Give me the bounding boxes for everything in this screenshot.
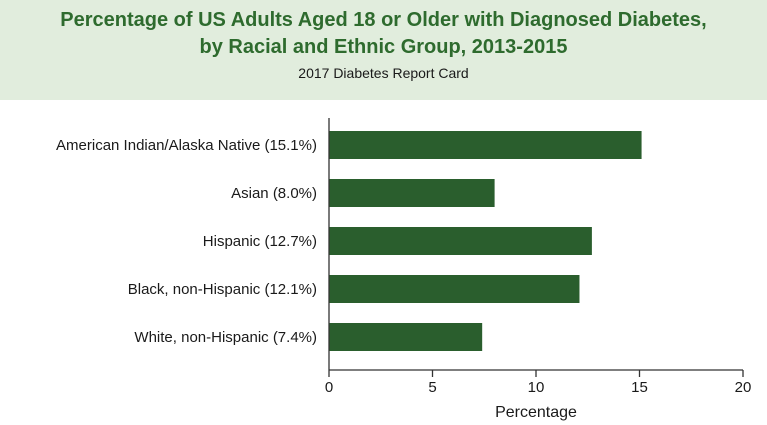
bar: [329, 131, 642, 159]
category-label: White, non-Hispanic (7.4%): [134, 329, 317, 346]
x-tick-label: 0: [325, 379, 333, 396]
bar: [329, 275, 580, 303]
category-label: Asian (8.0%): [231, 185, 317, 202]
chart-title-line-1: Percentage of US Adults Aged 18 or Older…: [60, 9, 707, 31]
bar: [329, 227, 592, 255]
x-axis-title: Percentage: [495, 404, 577, 421]
x-tick-label: 20: [735, 379, 752, 396]
category-label: Hispanic (12.7%): [203, 233, 317, 250]
category-label: Black, non-Hispanic (12.1%): [128, 281, 317, 298]
x-tick-label: 5: [428, 379, 436, 396]
chart-header: Percentage of US Adults Aged 18 or Older…: [0, 0, 767, 100]
bar-chart: American Indian/Alaska Native (15.1%) Asi…: [56, 118, 752, 421]
category-label: American Indian/Alaska Native (15.1%): [56, 137, 317, 154]
bar: [329, 179, 495, 207]
x-tick-label: 10: [528, 379, 545, 396]
bar: [329, 323, 483, 351]
chart-title-line-2: by Racial and Ethnic Group, 2013-2015: [199, 36, 568, 58]
chart-title: Percentage of US Adults Aged 18 or Older…: [0, 7, 767, 61]
x-tick-label: 15: [631, 379, 648, 396]
chart-subtitle: 2017 Diabetes Report Card: [298, 65, 469, 81]
